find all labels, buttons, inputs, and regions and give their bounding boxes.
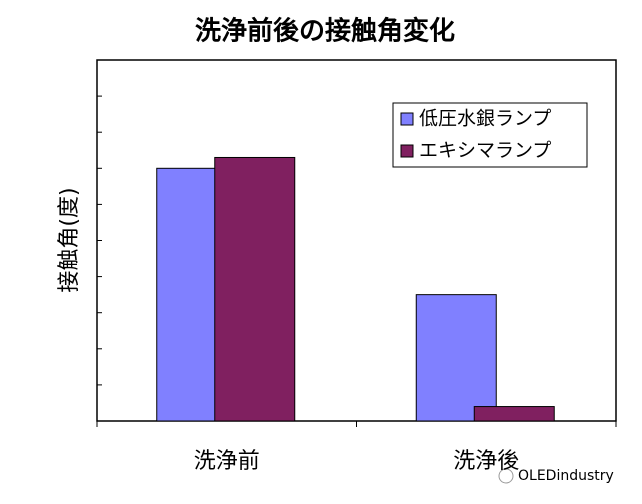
chart-title: 洗浄前後の接触角変化 <box>195 16 455 47</box>
legend-swatch <box>400 112 414 126</box>
x-tick-label: 洗浄後 <box>453 449 519 474</box>
bar <box>415 294 497 422</box>
legend-label: 低圧水銀ランプ <box>419 108 551 130</box>
legend-label: エキシマランプ <box>419 140 551 162</box>
watermark-group: OLEDindustry <box>498 468 614 484</box>
watermark: OLEDindustry <box>518 468 614 484</box>
y-axis-label: 接触角(度) <box>57 187 82 292</box>
watermark-icon <box>498 468 514 484</box>
bar <box>214 156 296 422</box>
bar <box>473 406 555 422</box>
legend-box <box>392 102 588 168</box>
x-tick-label: 洗浄前 <box>194 449 260 474</box>
legend-swatch <box>400 144 414 158</box>
